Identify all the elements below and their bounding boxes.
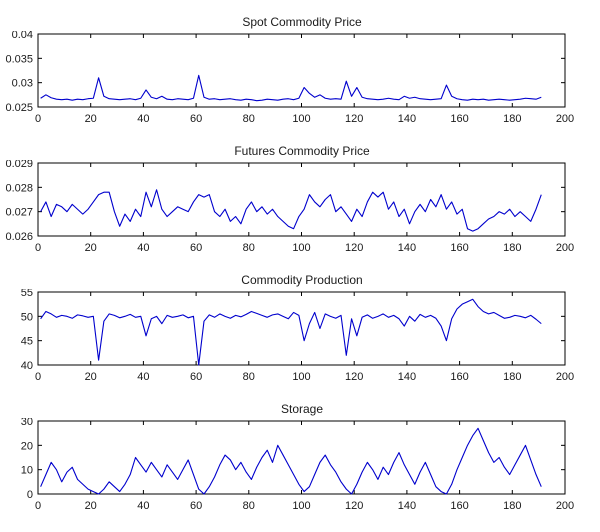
x-tick-label: 120 [345, 371, 363, 383]
x-tick-label: 180 [503, 371, 521, 383]
y-tick-label: 55 [21, 289, 33, 299]
x-tick-label: 140 [398, 113, 416, 125]
x-tick-label: 0 [35, 242, 41, 254]
x-tick-label: 20 [85, 242, 97, 254]
plot-title-futures-price: Futures Commodity Price [234, 144, 370, 158]
x-tick-label: 180 [503, 242, 521, 254]
x-tick-label: 40 [137, 113, 149, 125]
axes-box [37, 162, 566, 237]
y-tick-label: 0 [27, 489, 33, 501]
x-tick-label: 160 [450, 371, 468, 383]
x-tick-label: 120 [345, 500, 363, 512]
x-tick-label: 80 [243, 500, 255, 512]
y-tick-label: 0.035 [5, 53, 33, 65]
series-line [40, 427, 542, 495]
x-tick-label: 140 [398, 500, 416, 512]
x-tick-label: 40 [137, 500, 149, 512]
plot-title-storage: Storage [280, 402, 324, 416]
x-tick-label: 0 [35, 371, 41, 383]
x-tick-label: 200 [556, 113, 574, 125]
x-tick-label: 180 [503, 500, 521, 512]
series-line [40, 298, 542, 366]
axes-box [37, 420, 566, 495]
x-tick-label: 140 [398, 371, 416, 383]
x-tick-label: 120 [345, 113, 363, 125]
series-line [40, 189, 542, 232]
subplot-futures-price: Futures Commodity Price 0 20 40 60 80 100 120 1… [0, 143, 600, 264]
storage-plot: 0 20 40 60 80 100 120 140 160 180 200 0 10 20 30 [21, 418, 574, 512]
y-tick-label: 50 [21, 311, 33, 323]
y-tick-label: 0.026 [5, 231, 33, 243]
x-tick-label: 20 [85, 371, 97, 383]
x-tick-label: 140 [398, 242, 416, 254]
x-tick-label: 160 [450, 113, 468, 125]
x-tick-label: 60 [190, 242, 202, 254]
y-tick-label: 0.04 [12, 31, 33, 41]
x-tick-label: 20 [85, 500, 97, 512]
x-tick-label: 100 [292, 242, 310, 254]
x-tick-label: 40 [137, 242, 149, 254]
production-plot: 0 20 40 60 80 100 120 140 160 180 200 40 45 50 55 [21, 289, 574, 383]
subplot-spot-price: Spot Commodity Price 0 20 40 60 80 100 120 140 1… [0, 14, 600, 135]
futures-price-plot: 0 20 40 60 80 100 120 140 160 180 200 0.026 0.027 0.0… [5, 160, 574, 254]
plot-title-spot-price: Spot Commodity Price [242, 15, 362, 29]
y-tick-label: 20 [21, 440, 33, 452]
x-tick-label: 200 [556, 371, 574, 383]
x-tick-label: 200 [556, 500, 574, 512]
spot-price-plot: 0 20 40 60 80 100 120 140 160 180 200 0.025 0.03 0.03… [5, 31, 574, 125]
x-tick-label: 180 [503, 113, 521, 125]
axes-box [37, 33, 566, 108]
x-tick-label: 60 [190, 113, 202, 125]
x-tick-label: 80 [243, 113, 255, 125]
series-line [40, 74, 542, 102]
y-tick-label: 30 [21, 418, 33, 428]
x-tick-label: 120 [345, 242, 363, 254]
x-tick-label: 160 [450, 242, 468, 254]
y-tick-label: 0.027 [5, 207, 33, 219]
y-tick-label: 0.03 [12, 78, 33, 90]
y-tick-label: 0.029 [5, 160, 33, 170]
y-tick-label: 40 [21, 360, 33, 372]
x-tick-label: 40 [137, 371, 149, 383]
x-tick-label: 100 [292, 371, 310, 383]
x-tick-label: 200 [556, 242, 574, 254]
x-tick-label: 0 [35, 500, 41, 512]
plot-title-production: Commodity Production [241, 273, 363, 287]
x-tick-label: 60 [190, 500, 202, 512]
x-tick-label: 100 [292, 113, 310, 125]
x-tick-label: 60 [190, 371, 202, 383]
subplot-storage: Storage 0 20 40 60 80 100 120 140 160 180 200 0 10 20… [0, 401, 600, 522]
y-tick-label: 0.025 [5, 102, 33, 114]
x-tick-label: 20 [85, 113, 97, 125]
y-tick-label: 0.028 [5, 182, 33, 194]
subplot-production: Commodity Production 0 20 40 60 80 100 120 140 1… [0, 272, 600, 393]
x-tick-label: 0 [35, 113, 41, 125]
x-tick-label: 80 [243, 371, 255, 383]
x-tick-label: 160 [450, 500, 468, 512]
y-tick-label: 45 [21, 336, 33, 348]
y-tick-label: 10 [21, 465, 33, 477]
x-tick-label: 80 [243, 242, 255, 254]
x-tick-label: 100 [292, 500, 310, 512]
